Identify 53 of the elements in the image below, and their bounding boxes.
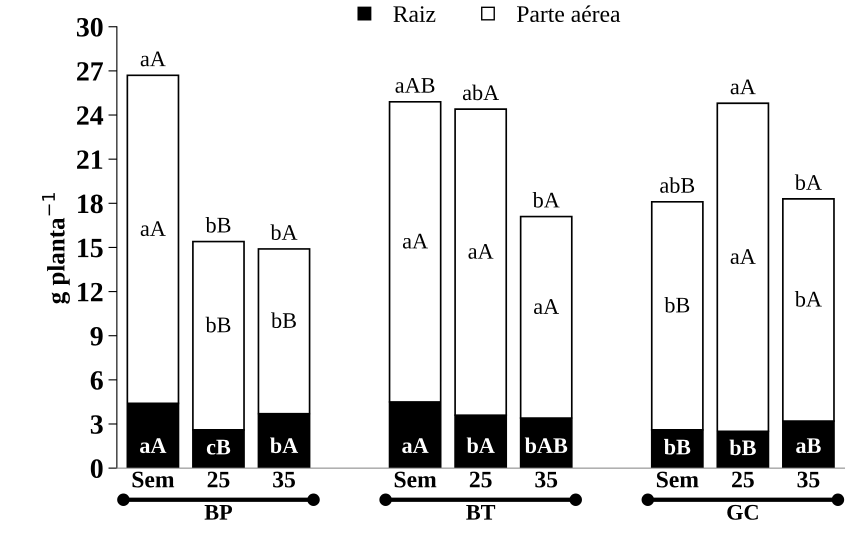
total-label: aA [730, 79, 756, 94]
x-tick-label: 25 [732, 472, 754, 488]
data-label: bA [466, 437, 495, 454]
x-tick-label: 35 [535, 472, 558, 488]
y-tick-label: 6 [90, 371, 103, 390]
y-tick-label: 21 [77, 150, 102, 169]
total-label: bA [794, 174, 822, 190]
data-label: aA [534, 299, 560, 314]
legend-label: Parte aérea [516, 5, 620, 22]
y-tick-label: 12 [78, 282, 102, 302]
x-tick-label: 25 [208, 472, 230, 488]
text: BP [204, 505, 232, 520]
y-tick-label: 3 [90, 415, 103, 434]
data-label: bB [664, 296, 690, 313]
y-tick-label: 0 [90, 459, 103, 478]
y-tick-label: 24 [77, 106, 104, 125]
y-tick-label: 18 [78, 194, 103, 214]
data-label: aA [140, 221, 166, 236]
data-label: bB [730, 440, 756, 456]
data-label: aA [402, 438, 429, 454]
total-label: abB [660, 177, 694, 193]
data-label: aA [402, 234, 428, 249]
data-label: aA [730, 249, 756, 264]
x-tick-label: Sem [656, 472, 699, 488]
total-label: aAB [396, 78, 434, 93]
data-label: aB [796, 438, 821, 454]
text: BT [466, 505, 496, 520]
data-label: aA [140, 438, 166, 454]
total-label: bA [270, 224, 298, 240]
data-label: bA [794, 291, 822, 307]
legend-label: Raiz [393, 6, 436, 22]
x-tick-label: 35 [798, 472, 820, 488]
x-tick-label: 25 [470, 472, 492, 488]
x-tick-label: 35 [273, 472, 295, 488]
data-label: bA [270, 437, 298, 454]
data-label: aA [468, 244, 494, 259]
data-label: bB [664, 438, 690, 455]
total-label: bA [532, 192, 560, 208]
total-label: aA [140, 51, 166, 66]
text: GC [727, 504, 758, 520]
total-label: abA [462, 84, 500, 100]
data-label: bAB [524, 437, 568, 454]
total-label: bB [205, 216, 230, 233]
y-axis-title: g planta$^{−1}$ [42, 193, 70, 304]
data-label: bB [271, 312, 296, 328]
y-tick-label: 30 [76, 18, 103, 37]
data-label: bB [205, 316, 230, 332]
y-tick-label: 9 [90, 326, 103, 346]
data-label: cB [206, 440, 230, 455]
y-tick-label: 15 [78, 238, 103, 258]
x-tick-label: Sem [394, 472, 436, 488]
x-tick-label: Sem [132, 472, 174, 488]
y-tick-label: 27 [77, 62, 103, 81]
